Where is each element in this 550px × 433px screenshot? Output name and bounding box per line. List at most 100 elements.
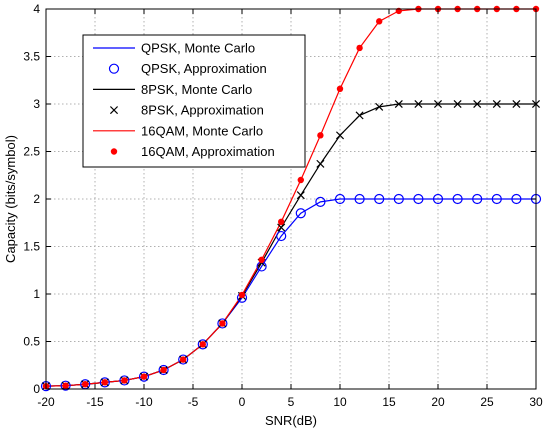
data-point: [473, 99, 482, 109]
data-point: [101, 379, 109, 386]
y-tick-label: 2: [33, 192, 40, 206]
data-point: [394, 99, 403, 109]
data-point: [60, 380, 71, 391]
x-marker-stroke: [277, 223, 286, 232]
x-marker-stroke: [296, 191, 305, 200]
x-marker-stroke: [473, 99, 482, 109]
data-point: [297, 176, 304, 184]
data-point: [452, 193, 463, 205]
x-axis-label: SNR(dB): [265, 413, 317, 428]
data-point: [317, 132, 324, 139]
data-point: [158, 364, 169, 376]
data-point: [355, 111, 364, 120]
legend: QPSK, Monte Carlo QPSK, Approximation 8PSK…: [82, 34, 306, 168]
y-tick-label: 4: [33, 2, 40, 16]
x-tick-label: 0: [239, 395, 246, 409]
legend-item: QPSK, Approximation: [108, 61, 267, 76]
data-point: [511, 193, 522, 205]
data-point: [336, 85, 344, 93]
data-point: [199, 341, 206, 348]
data-point: [393, 193, 404, 205]
x-marker-stroke: [335, 131, 345, 140]
data-point: [414, 99, 423, 109]
legend-swatch: [108, 63, 120, 74]
data-point: [138, 371, 150, 382]
data-point: [197, 339, 208, 350]
y-tick-label: 2.5: [23, 145, 40, 159]
y-tick-label: 1: [33, 287, 40, 301]
legend-label: QPSK, Approximation: [141, 61, 267, 76]
data-point: [433, 99, 443, 109]
data-point: [374, 193, 385, 205]
x-marker-stroke: [512, 99, 521, 109]
data-point: [316, 159, 325, 168]
x-tick-label: -15: [86, 395, 104, 409]
legend-label: QPSK, Monte Carlo: [141, 41, 255, 56]
data-point: [295, 208, 306, 219]
data-point: [82, 381, 89, 388]
legend-box: [82, 34, 306, 168]
legend-item: 8PSK, Approximation: [109, 103, 264, 118]
data-point: [121, 377, 128, 384]
legend-swatch: [110, 148, 118, 155]
data-point: [217, 318, 228, 329]
x-marker-stroke: [414, 99, 423, 109]
data-point: [140, 373, 148, 380]
data-point: [453, 99, 462, 109]
y-tick-label: 3.5: [23, 50, 40, 64]
data-point: [160, 366, 167, 374]
x-tick-label: 25: [480, 395, 494, 409]
y-tick-label: 3: [33, 97, 40, 111]
data-point: [62, 382, 69, 389]
data-point: [413, 193, 424, 205]
y-axis-label: Capacity (bits/symbol): [3, 135, 18, 263]
x-marker-stroke: [433, 99, 443, 109]
legend-label: 16QAM, Monte Carlo: [141, 123, 263, 138]
tick-labels: -20 -15 -10 -5 0 5 10 15 20 25 30 0 0.5 1 1.5 2 2.5 3 3.5 4: [23, 2, 543, 409]
legend-label: 8PSK, Approximation: [141, 103, 264, 118]
x-marker-stroke: [492, 99, 501, 109]
x-marker-stroke: [316, 159, 325, 168]
data-point: [296, 191, 305, 200]
data-point: [472, 193, 483, 205]
x-tick-label: 20: [431, 395, 445, 409]
data-point: [375, 102, 384, 111]
data-point: [178, 354, 189, 365]
y-tick-label: 0: [33, 382, 40, 396]
data-point: [334, 193, 346, 205]
legend-label: 16QAM, Approximation: [141, 144, 275, 159]
data-point: [492, 99, 501, 109]
data-point: [376, 18, 383, 25]
legend-item: 16QAM, Monte Carlo: [93, 123, 263, 138]
data-point: [277, 223, 286, 232]
x-tick-label: -5: [188, 395, 199, 409]
x-marker-stroke: [355, 111, 364, 120]
legend-swatch: [109, 106, 119, 115]
data-point: [219, 320, 226, 327]
data-point: [512, 99, 521, 109]
data-point: [354, 193, 365, 205]
data-point: [99, 377, 110, 388]
legend-item: QPSK, Monte Carlo: [93, 41, 255, 56]
data-point: [180, 356, 187, 363]
data-point: [491, 193, 502, 205]
legend-item: 16QAM, Approximation: [110, 144, 275, 159]
data-point: [278, 218, 285, 225]
data-point: [432, 193, 444, 205]
data-point: [315, 196, 326, 207]
x-marker-stroke: [394, 99, 403, 109]
x-tick-label: 30: [529, 395, 543, 409]
data-point: [238, 291, 246, 299]
y-tick-label: 1.5: [23, 240, 40, 254]
x-tick-label: 5: [288, 395, 295, 409]
axis-ticks: [45, 8, 537, 390]
x-marker-stroke: [453, 99, 462, 109]
x-tick-label: 15: [382, 395, 396, 409]
y-tick-label: 0.5: [23, 335, 40, 349]
x-tick-label: -20: [37, 395, 55, 409]
legend-item: 8PSK, Monte Carlo: [93, 82, 252, 97]
x-tick-label: 10: [333, 395, 347, 409]
x-marker-stroke: [109, 106, 119, 115]
data-point: [276, 230, 287, 242]
